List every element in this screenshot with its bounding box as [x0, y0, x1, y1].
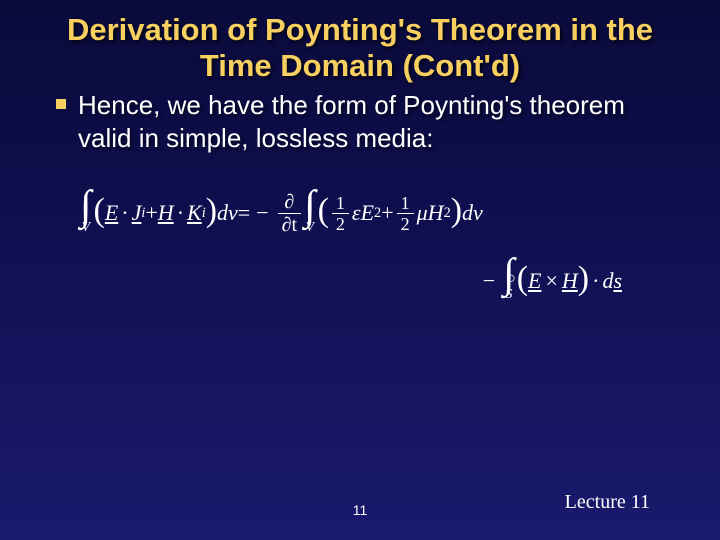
lecture-label: Lecture 11 — [565, 491, 650, 514]
minus: − — [256, 200, 268, 226]
lparen: ( — [517, 260, 528, 298]
slide-body: Hence, we have the form of Poynting's th… — [0, 89, 720, 303]
E-vector: E — [105, 200, 118, 226]
lparen: ( — [94, 192, 105, 230]
dv: dv — [217, 200, 238, 226]
d: d — [602, 268, 613, 294]
sup-2: 2 — [374, 205, 381, 222]
plus-op: + — [381, 200, 393, 226]
rparen: ) — [206, 192, 217, 230]
dot-op: · — [592, 268, 599, 294]
J-vector: J — [132, 200, 142, 226]
equation-line-1: ∫ V ( E · Ji + H · Ki ) dv = − ∂ ∂t — [80, 190, 662, 236]
plus-op: + — [145, 200, 157, 226]
H-vector: H — [158, 200, 174, 226]
rparen: ) — [451, 192, 462, 230]
slide-title: Derivation of Poynting's Theorem in the … — [0, 0, 720, 89]
cross-op: × — [545, 268, 557, 294]
bullet-item: Hence, we have the form of Poynting's th… — [56, 89, 672, 154]
bullet-text: Hence, we have the form of Poynting's th… — [78, 89, 672, 154]
equation: ∫ V ( E · Ji + H · Ki ) dv = − ∂ ∂t — [80, 190, 662, 303]
lparen: ( — [318, 192, 329, 230]
one-half: 1 2 — [397, 193, 414, 234]
equation-line-2: − ∫ ○ S ( E × H ) · ds — [80, 258, 662, 304]
E-scalar: E — [361, 200, 374, 226]
E-vector: E — [528, 268, 541, 294]
dot-op: · — [177, 200, 184, 226]
partial-dt-frac: ∂ ∂t — [278, 191, 301, 236]
mu: μ — [417, 200, 428, 226]
integral-icon: ∫ V — [80, 190, 92, 236]
sup-2: 2 — [444, 205, 451, 222]
dot-op: · — [121, 200, 128, 226]
H-scalar: H — [428, 200, 444, 226]
epsilon: ε — [352, 200, 361, 226]
bullet-icon — [56, 99, 66, 109]
equation-block: ∫ V ( E · Ji + H · Ki ) dv = − ∂ ∂t — [56, 190, 672, 303]
one-half: 1 2 — [332, 193, 349, 234]
rparen: ) — [578, 260, 589, 298]
equals: = — [238, 200, 250, 226]
minus: − — [483, 268, 495, 294]
H-vector: H — [562, 268, 578, 294]
page-number: 11 — [353, 502, 368, 518]
oint-icon: ∫ ○ S — [503, 258, 515, 304]
ds-vector: s — [613, 268, 622, 294]
dv: dv — [462, 200, 483, 226]
K-vector: K — [187, 200, 202, 226]
integral-icon: ∫ V — [304, 190, 316, 236]
